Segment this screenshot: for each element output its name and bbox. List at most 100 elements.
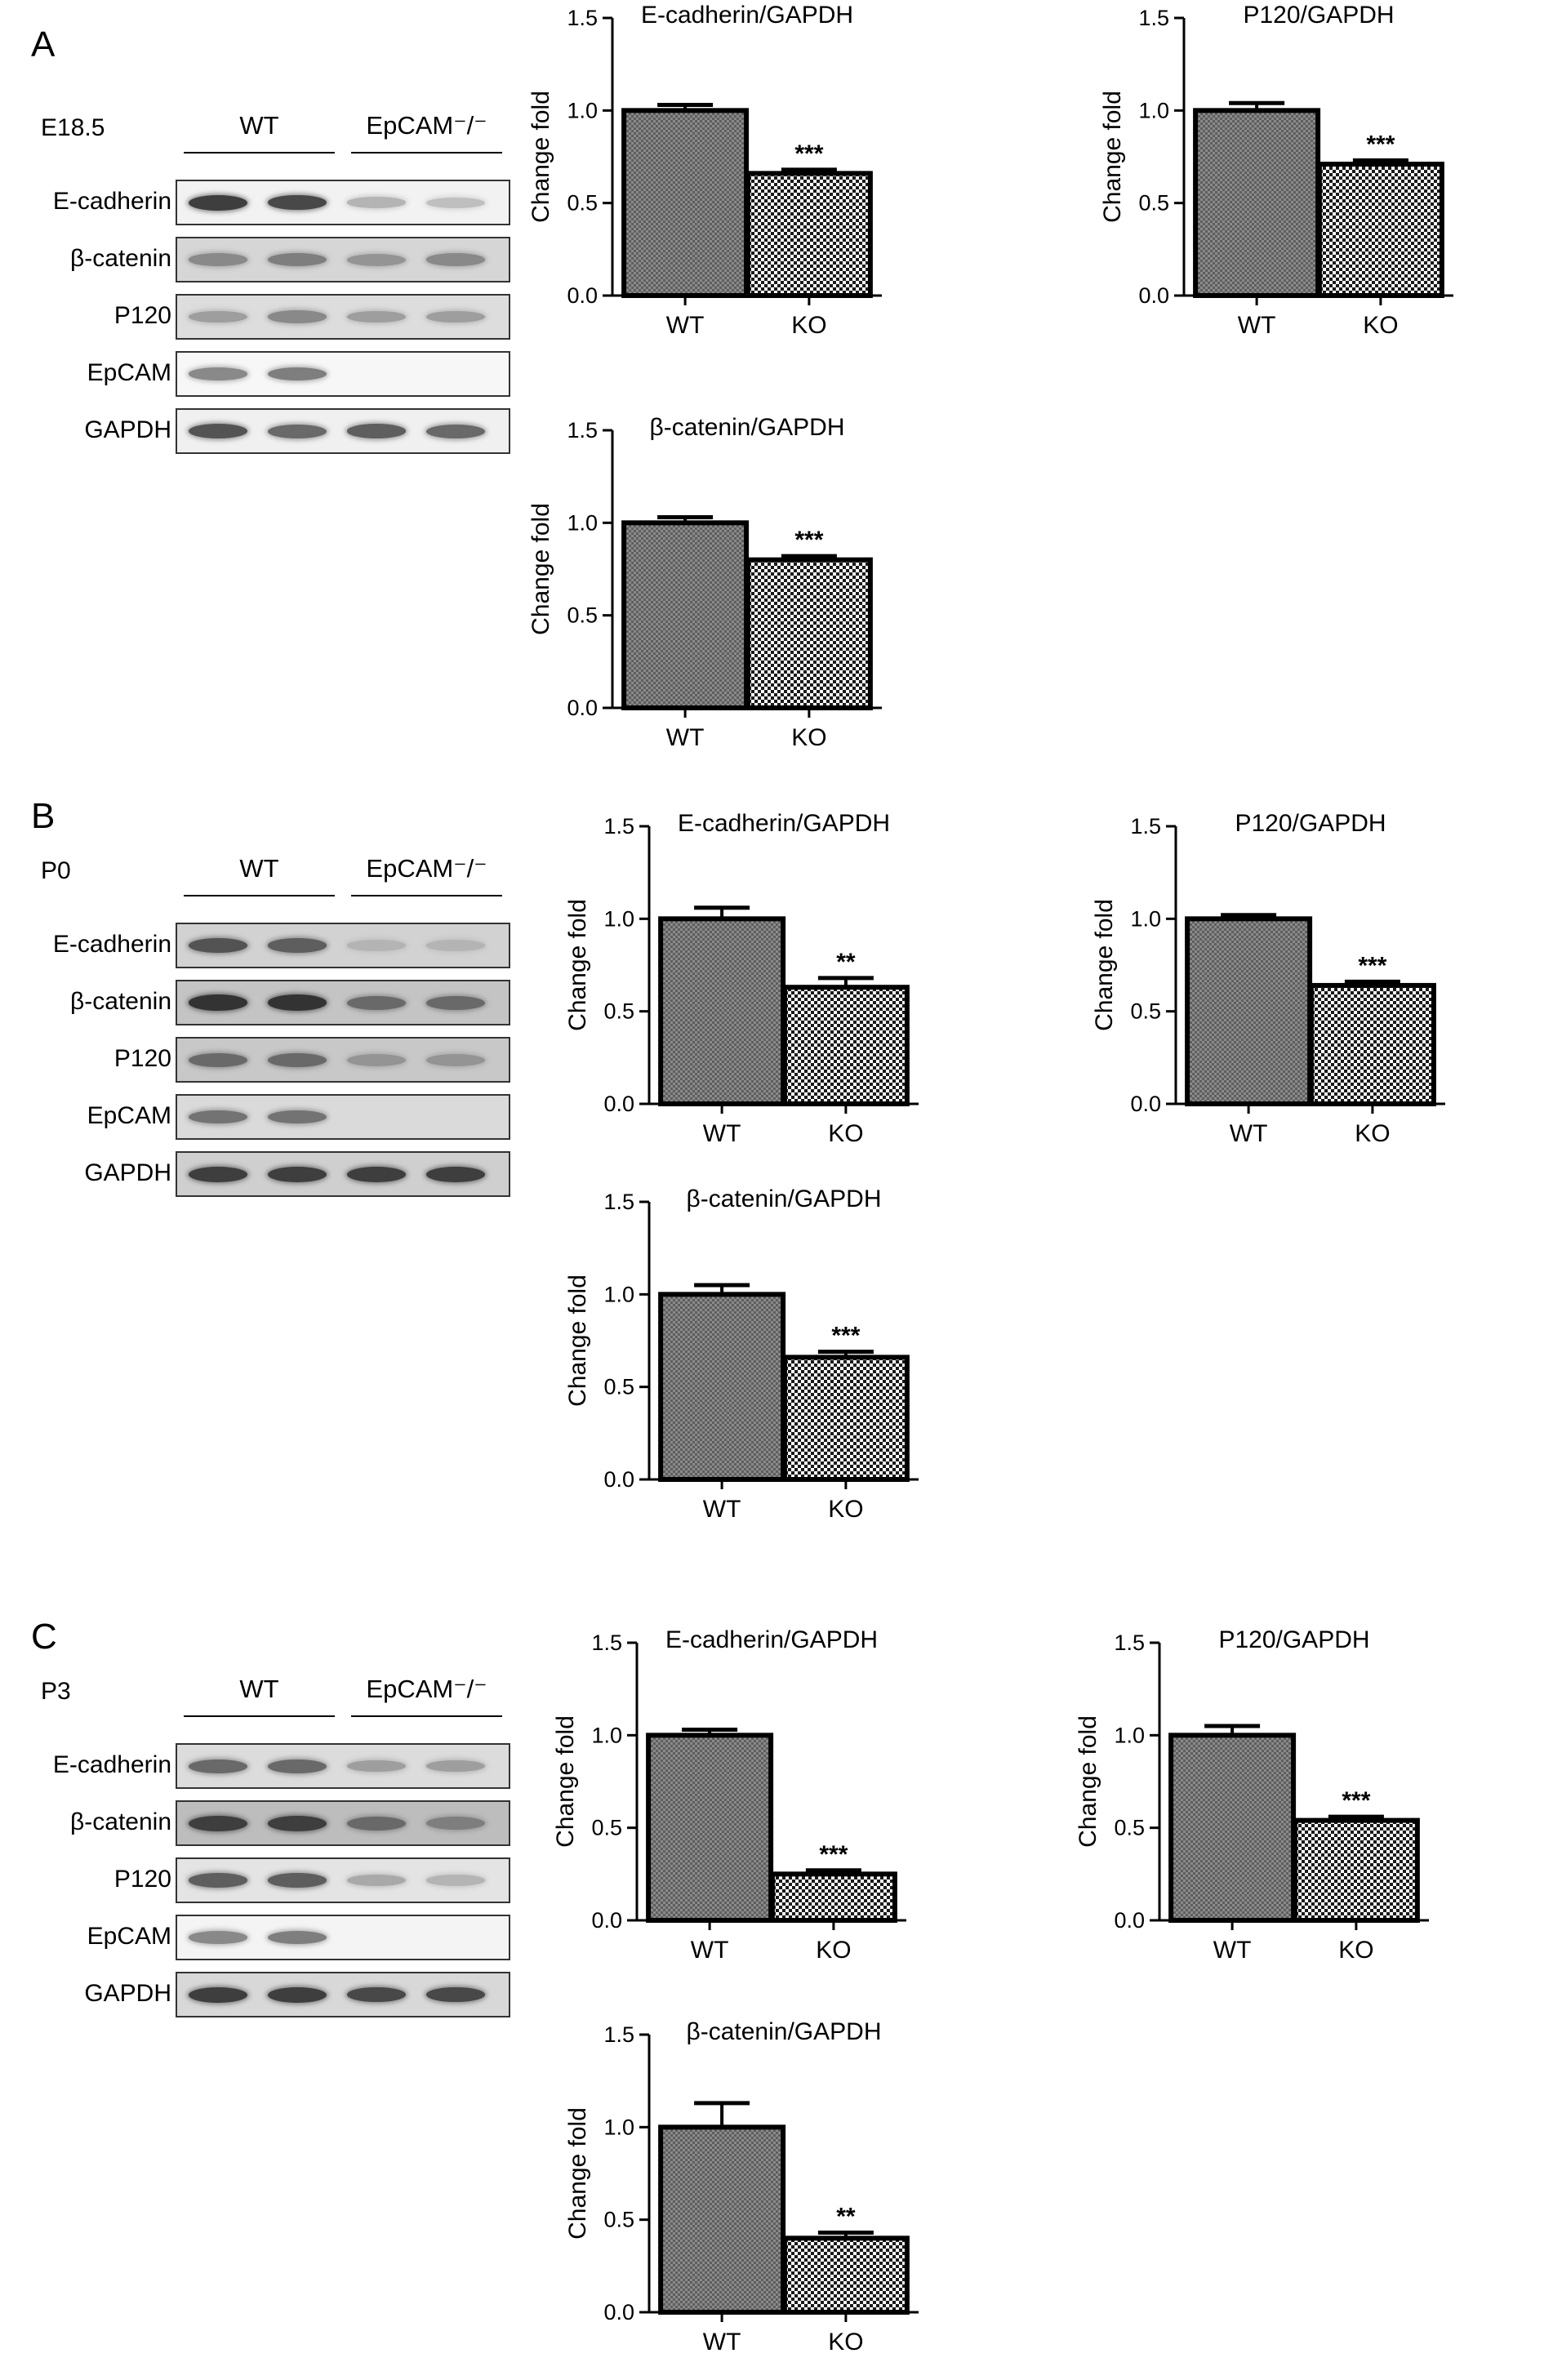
x-tick-label: KO: [1338, 1937, 1373, 1964]
blot-band: [426, 1759, 485, 1773]
blot-band: [347, 1759, 406, 1773]
panel-letter-c: C: [31, 1617, 57, 1657]
blot-group-underline: [184, 1715, 335, 1717]
y-tick-label: 0.0: [603, 2300, 634, 2324]
chart-title: E-cadherin/GAPDH: [678, 810, 890, 837]
bar-chart-a-ecadherin: E-cadherin/GAPDH Change fold 0.0 0.5 1.0 1.5 W…: [506, 0, 947, 363]
bar-chart-a-bcatenin: β-catenin/GAPDH Change fold 0.0 0.5 1.0 1.5 WT…: [506, 412, 947, 776]
bar-ko: [769, 1871, 897, 1924]
blot-band: [426, 424, 485, 438]
bar-chart-c-ecadherin: E-cadherin/GAPDH Change fold 0.0 0.5 1.0 1.5 W…: [531, 1625, 972, 1988]
bar-chart-a-p120: P120/GAPDH Change fold 0.0 0.5 1.0 1.5 WT KO ***: [1078, 0, 1519, 363]
blot-condition-label: E18.5: [41, 114, 105, 141]
blot-row-label: E-cadherin: [52, 1751, 171, 1778]
y-axis-label: Change fold: [1091, 899, 1118, 1031]
blot-band: [189, 1052, 247, 1067]
blot-row-label: EpCAM: [87, 1102, 171, 1129]
blot-band: [189, 253, 247, 266]
blot-strip: [176, 180, 510, 225]
significance-marker: ***: [1358, 952, 1386, 979]
y-tick-label: 0.5: [603, 999, 634, 1024]
bar-chart-c-p120: P120/GAPDH Change fold 0.0 0.5 1.0 1.5 WT KO ***: [1053, 1625, 1494, 1988]
blot-row-label: β-catenin: [70, 988, 171, 1015]
blot-row-label: β-catenin: [70, 245, 171, 272]
bar-wt: [621, 520, 750, 710]
bar-wt: [658, 2124, 786, 2315]
blot-band: [189, 938, 247, 953]
blot-row-label: P120: [113, 1866, 171, 1893]
chart-title: β-catenin/GAPDH: [686, 1186, 881, 1212]
chart-title: P120/GAPDH: [1235, 810, 1386, 837]
blot-strip: [176, 237, 510, 282]
bar-wt: [1193, 108, 1321, 298]
y-tick-label: 0.0: [1130, 1092, 1161, 1116]
blot-row-label: GAPDH: [84, 1159, 171, 1186]
x-tick-label: KO: [828, 2329, 863, 2356]
x-tick-label: WT: [666, 312, 705, 339]
chart-title: β-catenin/GAPDH: [649, 414, 844, 441]
chart-svg: β-catenin/GAPDH Change fold 0.0 0.5 1.0 1.5 WT…: [527, 414, 882, 751]
blot-group-label: WT: [239, 111, 279, 140]
y-axis-label: Change fold: [1075, 1715, 1101, 1848]
y-tick-label: 1.5: [567, 418, 598, 443]
chart-svg: P120/GAPDH Change fold 0.0 0.5 1.0 1.5 WT KO ***: [1099, 2, 1453, 339]
x-tick-label: KO: [828, 1496, 863, 1523]
blot-condition-label: P3: [41, 1678, 71, 1705]
blot-strip: [176, 1037, 510, 1083]
blot-band: [426, 253, 485, 266]
blot-band: [426, 310, 485, 323]
x-tick-label: WT: [1238, 312, 1276, 339]
y-tick-label: 1.5: [1138, 6, 1169, 30]
x-tick-label: KO: [791, 724, 826, 751]
bar-wt: [1185, 916, 1313, 1106]
y-tick-label: 1.0: [591, 1723, 622, 1747]
blot-band: [426, 995, 485, 1010]
blot-band: [426, 1166, 485, 1182]
y-tick-label: 1.0: [603, 906, 634, 931]
blot-band: [189, 367, 247, 380]
blot-band: [268, 1759, 327, 1773]
y-tick-label: 0.0: [567, 696, 598, 720]
blot-band: [426, 940, 485, 951]
y-tick-label: 0.0: [567, 283, 598, 308]
y-tick-label: 1.0: [1138, 98, 1169, 122]
bar-wt: [658, 1292, 786, 1482]
blot-group-underline: [351, 1715, 502, 1717]
chart-svg: P120/GAPDH Change fold 0.0 0.5 1.0 1.5 WT KO ***: [1091, 810, 1445, 1147]
blot-band: [347, 1053, 406, 1066]
panel-letter-b: B: [31, 796, 56, 836]
bar-wt: [1168, 1733, 1297, 1923]
y-tick-label: 0.5: [567, 603, 598, 628]
bar-ko: [781, 2235, 910, 2315]
blot-group-underline: [184, 152, 335, 153]
blot-band: [426, 1817, 485, 1830]
significance-marker: ***: [1342, 1787, 1370, 1814]
blot-group-label: EpCAM⁻/⁻: [366, 1675, 487, 1703]
western-blot-a: E18.5 WT EpCAM⁻/⁻ E-cadherin β-catenin P120 Ep…: [0, 111, 531, 465]
blot-band: [189, 194, 247, 211]
y-axis-label: Change fold: [552, 1715, 579, 1848]
y-tick-label: 0.5: [603, 2208, 634, 2232]
y-tick-label: 1.5: [603, 1190, 634, 1214]
y-tick-label: 1.5: [1130, 814, 1161, 839]
blot-group-label: EpCAM⁻/⁻: [366, 111, 487, 140]
chart-svg: E-cadherin/GAPDH Change fold 0.0 0.5 1.0 1.5 W…: [564, 810, 919, 1147]
blot-strip: [176, 1151, 510, 1197]
chart-svg: E-cadherin/GAPDH Change fold 0.0 0.5 1.0 1.5 W…: [552, 1626, 906, 1964]
blot-row-label: GAPDH: [84, 1980, 171, 2007]
bar-chart-b-ecadherin: E-cadherin/GAPDH Change fold 0.0 0.5 1.0 1.5 W…: [543, 808, 984, 1172]
blot-group-underline: [184, 895, 335, 896]
blot-band: [268, 310, 327, 323]
blot-band: [426, 197, 485, 208]
blot-band: [347, 253, 406, 266]
blot-strip: [176, 1094, 510, 1140]
blot-strip: [176, 351, 510, 397]
blot-band: [268, 253, 327, 266]
blot-row-label: EpCAM: [87, 359, 171, 386]
blot-group-underline: [351, 152, 502, 153]
y-tick-label: 1.0: [567, 98, 598, 122]
chart-svg: E-cadherin/GAPDH Change fold 0.0 0.5 1.0 1.5 W…: [527, 2, 882, 339]
chart-svg: P120/GAPDH Change fold 0.0 0.5 1.0 1.5 WT KO ***: [1075, 1626, 1429, 1964]
blot-band: [347, 1986, 406, 2003]
blot-strip: [176, 1915, 510, 1960]
